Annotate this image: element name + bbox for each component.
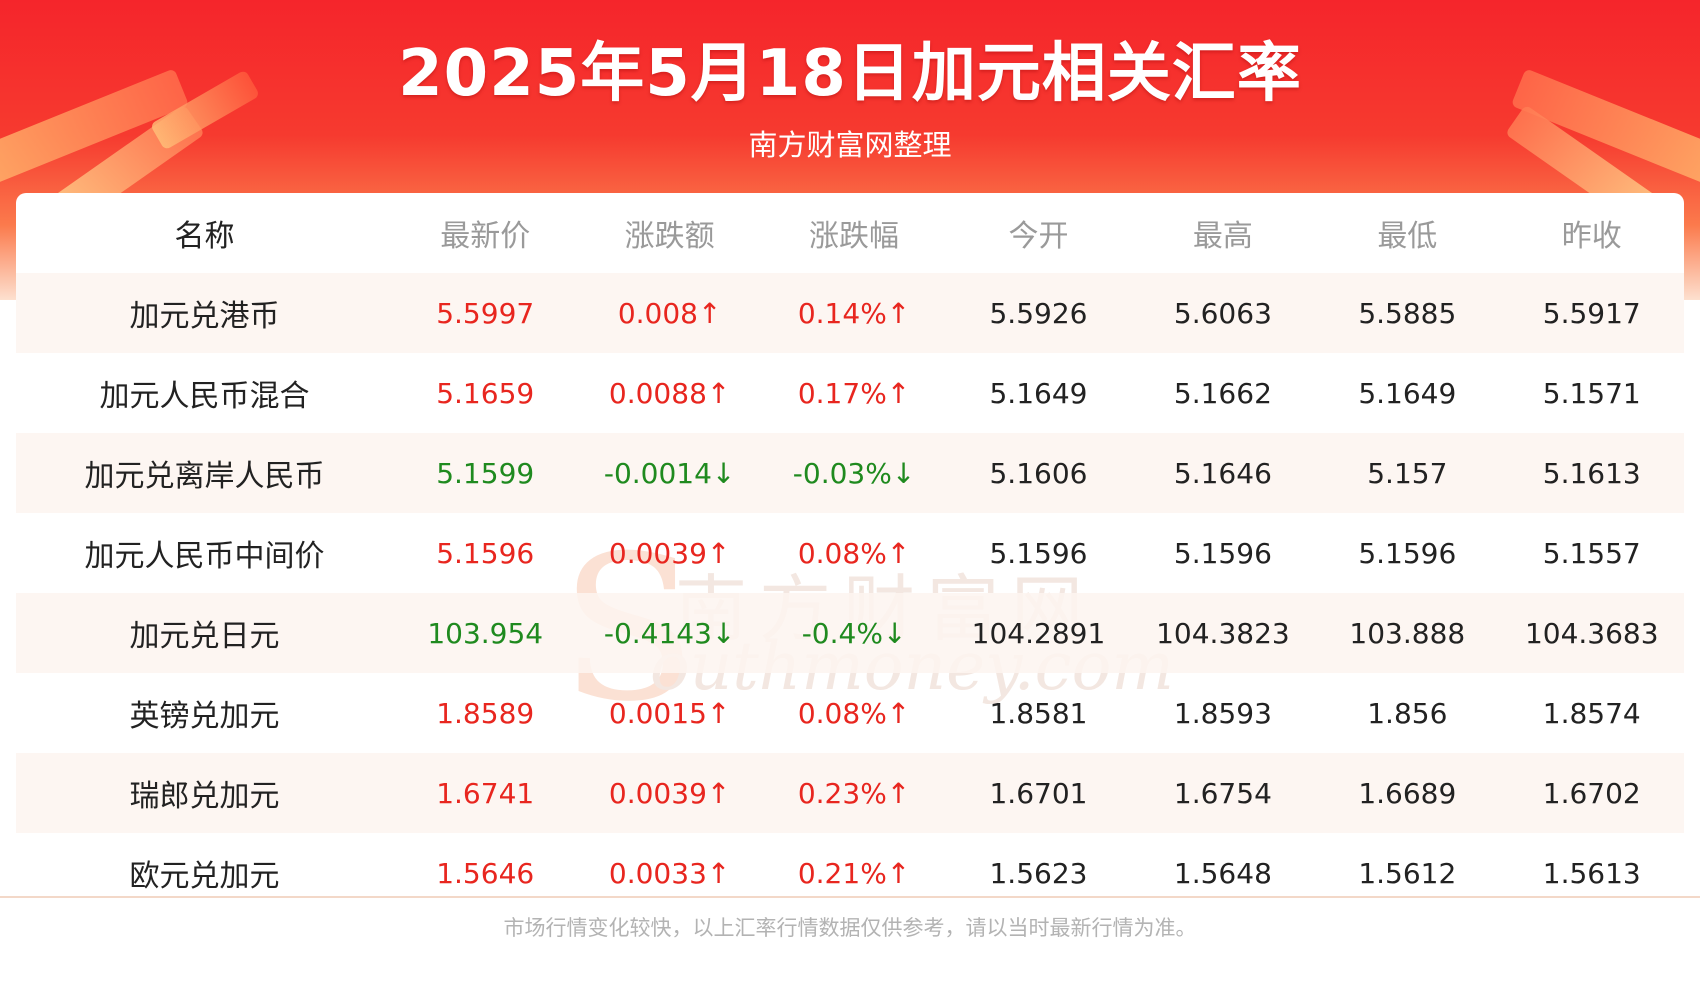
cell-open: 5.1649 <box>989 376 1088 410</box>
cell-pct: 0.14%↑ <box>761 273 947 353</box>
table-body: 加元兑港币 5.5997 0.008↑ 0.14%↑ 5.5926 5.6063… <box>16 273 1684 913</box>
cell-change: -0.4143↓ <box>577 593 762 673</box>
cell-name: 加元兑离岸人民币 <box>16 433 393 513</box>
cell-latest: 1.5646 <box>436 856 535 890</box>
cell-latest: 5.1596 <box>436 536 535 570</box>
cell-change: 0.0039↑ <box>577 753 762 833</box>
cell-prev: 1.8574 <box>1542 696 1641 730</box>
cell-low: 1.856 <box>1367 696 1448 730</box>
cell-pct: 0.21%↑ <box>797 856 911 890</box>
cell-latest: 1.8589 <box>436 696 535 730</box>
cell-high: 1.5648 <box>1173 856 1272 890</box>
cell-open: 5.5926 <box>946 273 1131 353</box>
cell-high: 5.1596 <box>1173 536 1272 570</box>
cell-open: 1.8581 <box>989 696 1088 730</box>
rate-table: 名称 最新价 涨跌额 涨跌幅 今开 最高 最低 昨收 加元兑港币 5.5997 … <box>16 193 1684 913</box>
cell-high: 5.1646 <box>1130 433 1316 513</box>
table-header-row: 名称 最新价 涨跌额 涨跌幅 今开 最高 最低 昨收 <box>16 193 1684 273</box>
cell-change: 0.0033↑ <box>608 856 731 890</box>
column-header-low: 最低 <box>1377 219 1438 254</box>
cell-open: 5.1606 <box>946 433 1131 513</box>
cell-name: 瑞郎兑加元 <box>16 753 393 833</box>
cell-change: 0.008↑ <box>577 273 762 353</box>
cell-prev: 5.1557 <box>1542 536 1641 570</box>
table-row: 加元人民币中间价 5.1596 0.0039↑ 0.08%↑ 5.1596 5.… <box>16 513 1684 593</box>
table-row: 英镑兑加元 1.8589 0.0015↑ 0.08%↑ 1.8581 1.859… <box>16 673 1684 753</box>
column-header-name: 名称 <box>174 219 235 254</box>
cell-name: 欧元兑加元 <box>129 859 280 894</box>
table-row: 欧元兑加元 1.5646 0.0033↑ 0.21%↑ 1.5623 1.564… <box>16 833 1684 913</box>
cell-prev: 5.1613 <box>1499 433 1684 513</box>
disclaimer-note: 市场行情变化较快，以上汇率行情数据仅供参考，请以当时最新行情为准。 <box>503 916 1197 940</box>
cell-change: 0.0015↑ <box>608 696 731 730</box>
table-row: 加元兑离岸人民币 5.1599 -0.0014↓ -0.03%↓ 5.1606 … <box>16 433 1684 513</box>
table-row: 加元人民币混合 5.1659 0.0088↑ 0.17%↑ 5.1649 5.1… <box>16 353 1684 433</box>
cell-pct: 0.17%↑ <box>797 376 911 410</box>
cell-low: 5.1649 <box>1358 376 1457 410</box>
cell-change: 0.0088↑ <box>608 376 731 410</box>
cell-high: 5.1662 <box>1173 376 1272 410</box>
column-header-open: 今开 <box>1008 219 1069 254</box>
cell-name: 加元人民币混合 <box>99 379 310 414</box>
table-row: 加元兑港币 5.5997 0.008↑ 0.14%↑ 5.5926 5.6063… <box>16 273 1684 353</box>
cell-latest: 5.1659 <box>436 376 535 410</box>
cell-low: 5.157 <box>1315 433 1500 513</box>
cell-name: 加元人民币中间价 <box>84 539 325 574</box>
cell-latest: 5.1599 <box>393 433 578 513</box>
cell-low: 1.6689 <box>1315 753 1500 833</box>
table-row: 加元兑日元 103.954 -0.4143↓ -0.4%↓ 104.2891 1… <box>16 593 1684 673</box>
cell-pct: -0.4%↓ <box>761 593 947 673</box>
cell-prev: 5.1571 <box>1542 376 1641 410</box>
cell-prev: 1.6702 <box>1499 753 1684 833</box>
cell-low: 5.1596 <box>1358 536 1457 570</box>
cell-open: 104.2891 <box>946 593 1131 673</box>
cell-pct: 0.23%↑ <box>761 753 947 833</box>
cell-change: -0.0014↓ <box>577 433 762 513</box>
cell-high: 5.6063 <box>1130 273 1316 353</box>
column-header-pct: 涨跌幅 <box>809 219 900 254</box>
cell-latest: 5.5997 <box>393 273 578 353</box>
cell-latest: 1.6741 <box>393 753 578 833</box>
table-row: 瑞郎兑加元 1.6741 0.0039↑ 0.23%↑ 1.6701 1.675… <box>16 753 1684 833</box>
cell-pct: 0.08%↑ <box>797 536 911 570</box>
cell-high: 104.3823 <box>1130 593 1316 673</box>
page-subtitle: 南方财富网整理 <box>748 128 952 162</box>
cell-pct: 0.08%↑ <box>797 696 911 730</box>
column-header-latest: 最新价 <box>440 219 531 254</box>
column-header-high: 最高 <box>1192 219 1253 254</box>
cell-change: 0.0039↑ <box>608 536 731 570</box>
cell-name: 英镑兑加元 <box>129 699 280 734</box>
cell-high: 1.8593 <box>1173 696 1272 730</box>
cell-low: 103.888 <box>1315 593 1500 673</box>
page-title: 2025年5月18日加元相关汇率 <box>398 37 1302 111</box>
cell-open: 5.1596 <box>989 536 1088 570</box>
cell-pct: -0.03%↓ <box>761 433 947 513</box>
cell-open: 1.5623 <box>989 856 1088 890</box>
cell-name: 加元兑港币 <box>16 273 393 353</box>
cell-latest: 103.954 <box>393 593 578 673</box>
cell-high: 1.6754 <box>1130 753 1316 833</box>
cell-prev: 1.5613 <box>1542 856 1641 890</box>
cell-prev: 5.5917 <box>1499 273 1684 353</box>
column-header-change: 涨跌额 <box>624 219 715 254</box>
column-header-prev: 昨收 <box>1561 219 1622 254</box>
cell-low: 5.5885 <box>1315 273 1500 353</box>
cell-prev: 104.3683 <box>1499 593 1684 673</box>
cell-name: 加元兑日元 <box>16 593 393 673</box>
divider <box>0 896 1700 898</box>
cell-open: 1.6701 <box>946 753 1131 833</box>
cell-low: 1.5612 <box>1358 856 1457 890</box>
